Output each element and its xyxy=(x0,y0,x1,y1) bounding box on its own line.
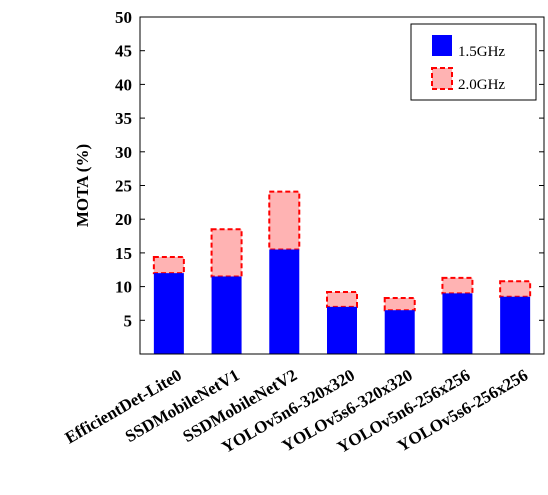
legend-box xyxy=(410,23,537,101)
y-tick-label: 5 xyxy=(124,311,133,330)
bar-1-5ghz-yolov5s6-256x256 xyxy=(500,296,531,354)
legend-swatch-1-5ghz xyxy=(432,35,452,56)
y-tick-label: 30 xyxy=(115,143,132,162)
bar-2-0ghz-yolov5n6-256x256 xyxy=(441,276,474,295)
y-tick-label: 25 xyxy=(115,177,132,196)
legend-label-2-0ghz: 2.0GHz xyxy=(458,77,505,93)
bar-2-0ghz-efficientdet-lite0 xyxy=(152,255,185,275)
y-tick-label: 45 xyxy=(115,42,132,61)
y-tick-label: 10 xyxy=(115,278,132,297)
bar-1-5ghz-ssdmobilenetv1 xyxy=(211,276,242,354)
bar-2-0ghz-yolov5s6-320x320 xyxy=(383,297,416,312)
bar-1-5ghz-yolov5n6-320x320 xyxy=(327,306,357,354)
bars-layer xyxy=(152,190,532,354)
legend: 1.5GHz 2.0GHz xyxy=(410,23,537,101)
bar-2-0ghz-yolov5s6-256x256 xyxy=(499,280,532,298)
y-tick-label: 35 xyxy=(115,109,132,128)
bar-2-0ghz-ssdmobilenetv1 xyxy=(210,228,243,278)
legend-swatch-2-0ghz xyxy=(431,67,453,90)
y-tick-label: 15 xyxy=(115,244,132,263)
y-tick-label: 50 xyxy=(115,8,132,27)
bar-1-5ghz-efficientdet-lite0 xyxy=(153,273,184,354)
y-tick-label: 40 xyxy=(115,75,132,94)
y-axis-title: MOTA (%) xyxy=(73,144,92,227)
y-tick-label: 20 xyxy=(115,210,132,229)
bar-1-5ghz-yolov5n6-256x256 xyxy=(442,293,473,354)
bar-2-0ghz-ssdmobilenetv2 xyxy=(268,190,301,251)
legend-label-1-5ghz: 1.5GHz xyxy=(458,44,505,60)
bar-2-0ghz-yolov5n6-320x320 xyxy=(326,290,358,308)
x-category-labels: EfficientDet-Lite0SSDMobileNetV1SSDMobil… xyxy=(62,365,531,457)
bar-1-5ghz-yolov5s6-320x320 xyxy=(384,310,415,354)
bar-1-5ghz-ssdmobilenetv2 xyxy=(269,249,300,354)
y-ticks: 5 10 15 20 25 30 35 40 45 50 xyxy=(115,8,544,330)
